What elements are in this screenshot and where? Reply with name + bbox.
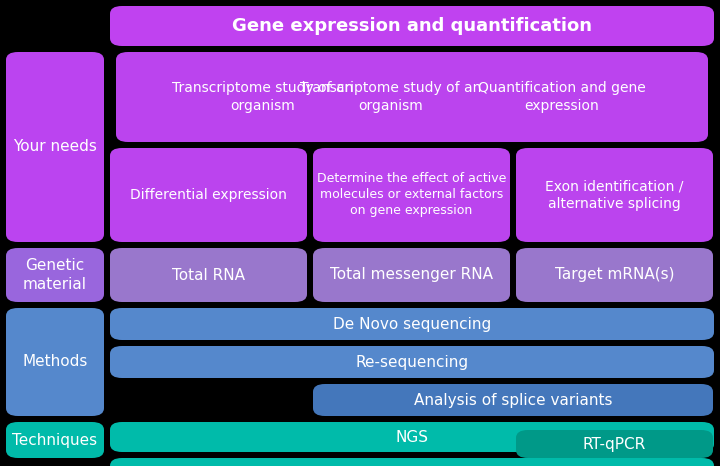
FancyBboxPatch shape — [415, 52, 708, 142]
Text: Transcriptome study of an
organism: Transcriptome study of an organism — [300, 82, 481, 113]
FancyBboxPatch shape — [110, 6, 714, 46]
Text: De Novo sequencing: De Novo sequencing — [333, 316, 491, 331]
Text: Determine the effect of active
molecules or external factors
on gene expression: Determine the effect of active molecules… — [317, 172, 506, 218]
FancyBboxPatch shape — [110, 248, 307, 302]
FancyBboxPatch shape — [110, 148, 307, 242]
Text: Methods: Methods — [22, 355, 88, 370]
FancyBboxPatch shape — [516, 430, 713, 458]
Text: Analysis of splice variants: Analysis of splice variants — [414, 392, 612, 407]
Text: Target mRNA(s): Target mRNA(s) — [554, 267, 674, 282]
FancyBboxPatch shape — [110, 458, 714, 466]
FancyBboxPatch shape — [516, 248, 713, 302]
FancyBboxPatch shape — [313, 52, 468, 142]
Text: Techniques: Techniques — [12, 432, 98, 447]
Text: Quantification and gene
expression: Quantification and gene expression — [477, 82, 645, 113]
FancyBboxPatch shape — [116, 52, 409, 142]
Text: Total RNA: Total RNA — [172, 267, 245, 282]
Text: RT-qPCR: RT-qPCR — [583, 437, 646, 452]
FancyBboxPatch shape — [110, 346, 714, 378]
FancyBboxPatch shape — [6, 248, 104, 302]
Text: Genetic
material: Genetic material — [23, 258, 87, 292]
FancyBboxPatch shape — [110, 422, 714, 452]
FancyBboxPatch shape — [516, 148, 713, 242]
FancyBboxPatch shape — [313, 248, 510, 302]
Text: Total messenger RNA: Total messenger RNA — [330, 267, 493, 282]
FancyBboxPatch shape — [6, 52, 104, 242]
FancyBboxPatch shape — [6, 308, 104, 416]
Text: Transcriptome study of an
organism: Transcriptome study of an organism — [172, 82, 354, 113]
Text: Re-sequencing: Re-sequencing — [356, 355, 469, 370]
Text: Exon identification /
alternative splicing: Exon identification / alternative splici… — [545, 179, 684, 211]
FancyBboxPatch shape — [110, 308, 714, 340]
FancyBboxPatch shape — [313, 148, 510, 242]
FancyBboxPatch shape — [6, 422, 104, 458]
Text: Differential expression: Differential expression — [130, 188, 287, 202]
Text: NGS: NGS — [395, 430, 428, 445]
FancyBboxPatch shape — [313, 384, 713, 416]
Text: Your needs: Your needs — [13, 139, 97, 155]
Text: Gene expression and quantification: Gene expression and quantification — [232, 17, 592, 35]
